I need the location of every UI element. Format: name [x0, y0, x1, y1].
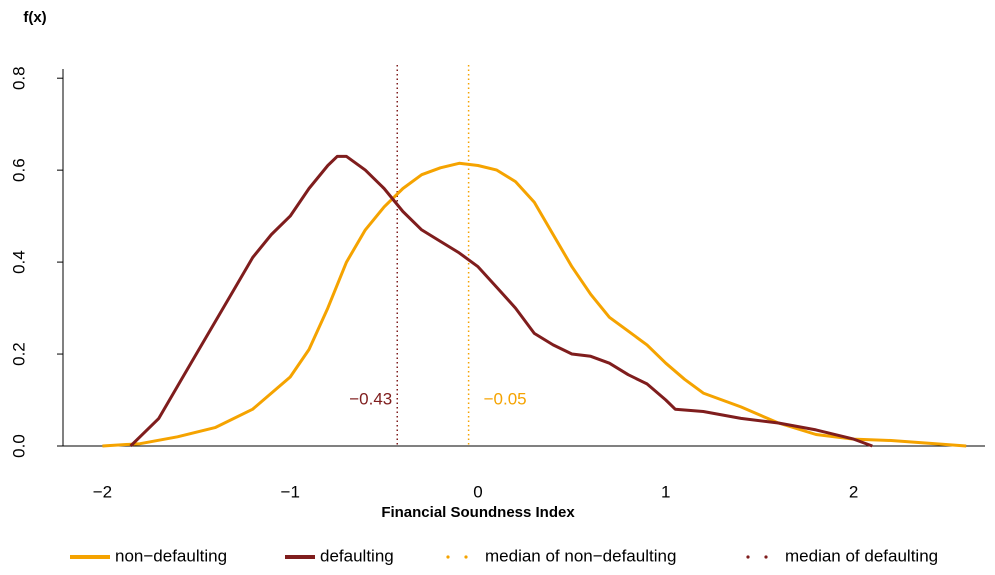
x-tick-label: −2 — [93, 482, 112, 501]
y-tick-label: 0.0 — [9, 434, 28, 458]
y-tick-label: 0.4 — [9, 250, 28, 274]
legend-dot — [464, 555, 468, 559]
y-axis-label: f(x) — [23, 9, 46, 26]
y-tick-label: 0.6 — [9, 158, 28, 182]
legend-label: median of non−defaulting — [485, 546, 676, 565]
median-label: −0.43 — [349, 389, 392, 408]
x-axis-label: Financial Soundness Index — [381, 504, 575, 521]
legend-label: median of defaulting — [785, 546, 938, 565]
density-line — [129, 154, 873, 448]
density-line — [102, 161, 967, 448]
y-tick-label: 0.2 — [9, 342, 28, 366]
legend-dot — [446, 555, 450, 559]
median-label: −0.05 — [484, 389, 527, 408]
legend-dot — [764, 555, 768, 559]
x-tick-label: −1 — [281, 482, 300, 501]
x-tick-label: 0 — [473, 482, 482, 501]
x-tick-label: 2 — [849, 482, 858, 501]
legend-label: defaulting — [320, 546, 394, 565]
legend-dot — [746, 555, 750, 559]
legend-label: non−defaulting — [115, 546, 227, 565]
x-tick-label: 1 — [661, 482, 670, 501]
y-tick-label: 0.8 — [9, 66, 28, 90]
